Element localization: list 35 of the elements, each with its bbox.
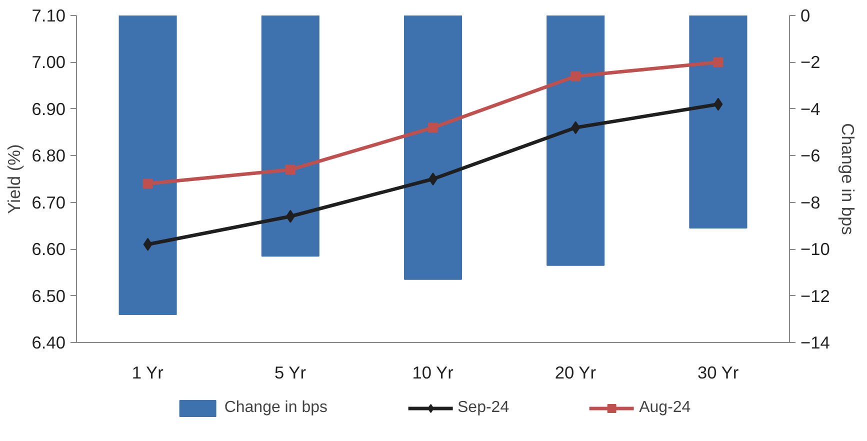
y-tick-label: 6.60 bbox=[32, 239, 66, 260]
y-tick-label: 6.80 bbox=[32, 146, 66, 166]
point bbox=[571, 121, 580, 134]
y-tick-label: 7.00 bbox=[32, 52, 66, 72]
y-tick-label: 7.10 bbox=[32, 6, 66, 26]
point bbox=[143, 238, 152, 251]
x-tick-label: 1 Yr bbox=[132, 362, 164, 382]
y-tick-label: 6.70 bbox=[32, 192, 66, 212]
y-axis-title: Yield (%) bbox=[4, 144, 24, 214]
x-tick-label: 20 Yr bbox=[554, 362, 596, 382]
point bbox=[713, 57, 724, 68]
legend-label: Aug-24 bbox=[639, 398, 691, 416]
y2-tick-label: −6 bbox=[800, 146, 820, 166]
x-tick-label: 5 Yr bbox=[274, 362, 306, 382]
y2-tick-label: −10 bbox=[800, 239, 830, 260]
y-tick-label: 6.90 bbox=[32, 98, 66, 119]
legend-label: Change in bps bbox=[224, 398, 328, 416]
point bbox=[285, 164, 296, 175]
y-tick-label: 6.50 bbox=[32, 286, 66, 306]
y2-tick-label: −8 bbox=[800, 192, 820, 212]
point bbox=[428, 122, 438, 133]
point bbox=[570, 71, 581, 82]
y2-tick-label: −14 bbox=[800, 332, 830, 352]
y2-axis-title: Change in bps bbox=[838, 123, 858, 236]
point bbox=[142, 178, 153, 189]
y-tick-label: 6.40 bbox=[32, 332, 66, 352]
point bbox=[286, 210, 295, 223]
y2-tick-label: −4 bbox=[800, 98, 821, 119]
x-tick-label: 30 Yr bbox=[697, 362, 739, 382]
point bbox=[714, 98, 723, 111]
y2-tick-label: −2 bbox=[800, 52, 820, 72]
x-tick-label: 10 Yr bbox=[412, 362, 454, 382]
legend-label: Sep-24 bbox=[458, 398, 510, 416]
y2-tick-label: 0 bbox=[800, 6, 810, 26]
y2-tick-label: −12 bbox=[800, 286, 830, 306]
